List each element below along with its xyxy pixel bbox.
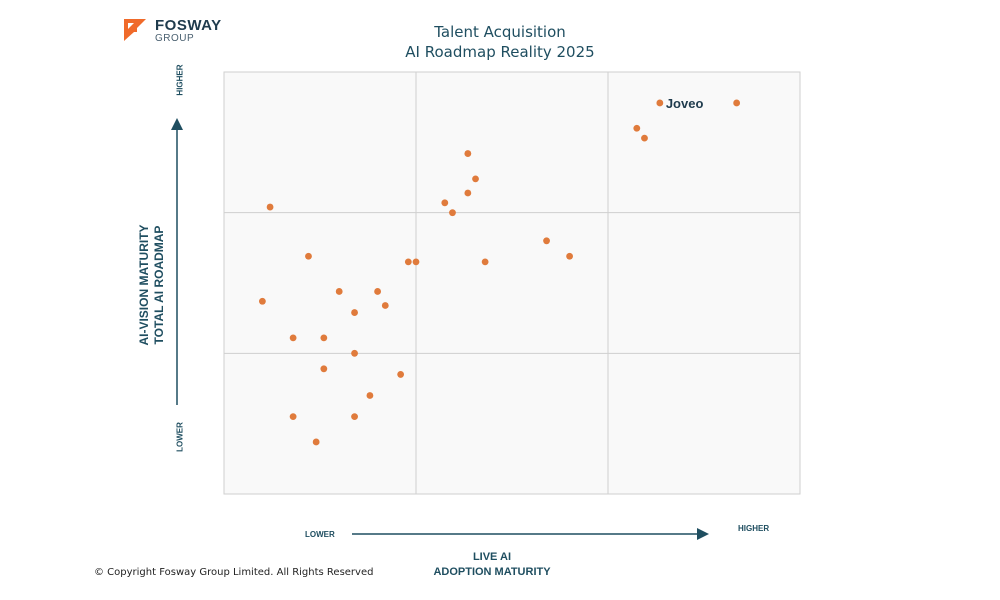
copyright-text: © Copyright Fosway Group Limited. All Ri… — [94, 567, 374, 578]
y-low-label: LOWER — [175, 422, 185, 452]
data-point — [351, 309, 358, 316]
y-axis-title: AI-VISION MATURITY TOTAL AI ROADMAP — [137, 224, 167, 345]
data-point — [464, 189, 472, 197]
y-title-line-1: AI-VISION MATURITY — [137, 224, 151, 346]
x-low-label: LOWER — [305, 530, 335, 539]
data-point — [656, 99, 664, 107]
data-point — [366, 392, 374, 399]
x-high-label: HIGHER — [738, 524, 770, 533]
data-point — [259, 297, 266, 305]
data-point — [472, 175, 479, 183]
chart-title: Talent Acquisition AI Roadmap Reality 20… — [380, 22, 620, 62]
grid-lines — [224, 72, 800, 494]
data-point — [351, 349, 358, 357]
data-point — [289, 413, 297, 421]
data-point — [464, 150, 472, 157]
fosway-logo: FOSWAY GROUP — [122, 16, 232, 50]
data-point — [305, 252, 312, 260]
data-point — [335, 288, 343, 295]
y-title-line-2: TOTAL AI ROADMAP — [152, 225, 166, 345]
data-points — [259, 99, 741, 446]
y-high-label: HIGHER — [175, 64, 185, 96]
logo-mark-icon — [124, 19, 146, 41]
logo-sub: GROUP — [155, 33, 195, 44]
data-point — [566, 252, 573, 260]
data-point — [381, 302, 389, 309]
x-axis-title: LIVE AI ADOPTION MATURITY — [392, 550, 592, 580]
data-point — [481, 258, 489, 266]
data-point — [320, 365, 328, 373]
data-point — [374, 288, 381, 295]
data-point — [351, 413, 358, 421]
data-point — [266, 203, 274, 211]
data-point — [641, 134, 648, 142]
annotation-joveo: Joveo — [666, 96, 704, 111]
data-point — [543, 237, 550, 245]
logo-name: FOSWAY — [155, 17, 222, 34]
title-line-2: AI Roadmap Reality 2025 — [405, 43, 595, 61]
data-point — [404, 258, 412, 266]
data-point — [412, 258, 420, 266]
data-point — [441, 199, 449, 207]
data-point — [289, 334, 297, 342]
title-line-1: Talent Acquisition — [434, 23, 566, 41]
x-title-line-1: LIVE AI — [472, 551, 512, 563]
data-point — [633, 124, 641, 132]
data-point — [397, 371, 405, 378]
data-point — [320, 334, 328, 342]
x-title-line-2: ADOPTION MATURITY — [433, 566, 551, 578]
data-point — [312, 438, 320, 446]
plot-area — [223, 71, 801, 495]
data-point — [733, 99, 741, 107]
data-point — [449, 209, 456, 217]
